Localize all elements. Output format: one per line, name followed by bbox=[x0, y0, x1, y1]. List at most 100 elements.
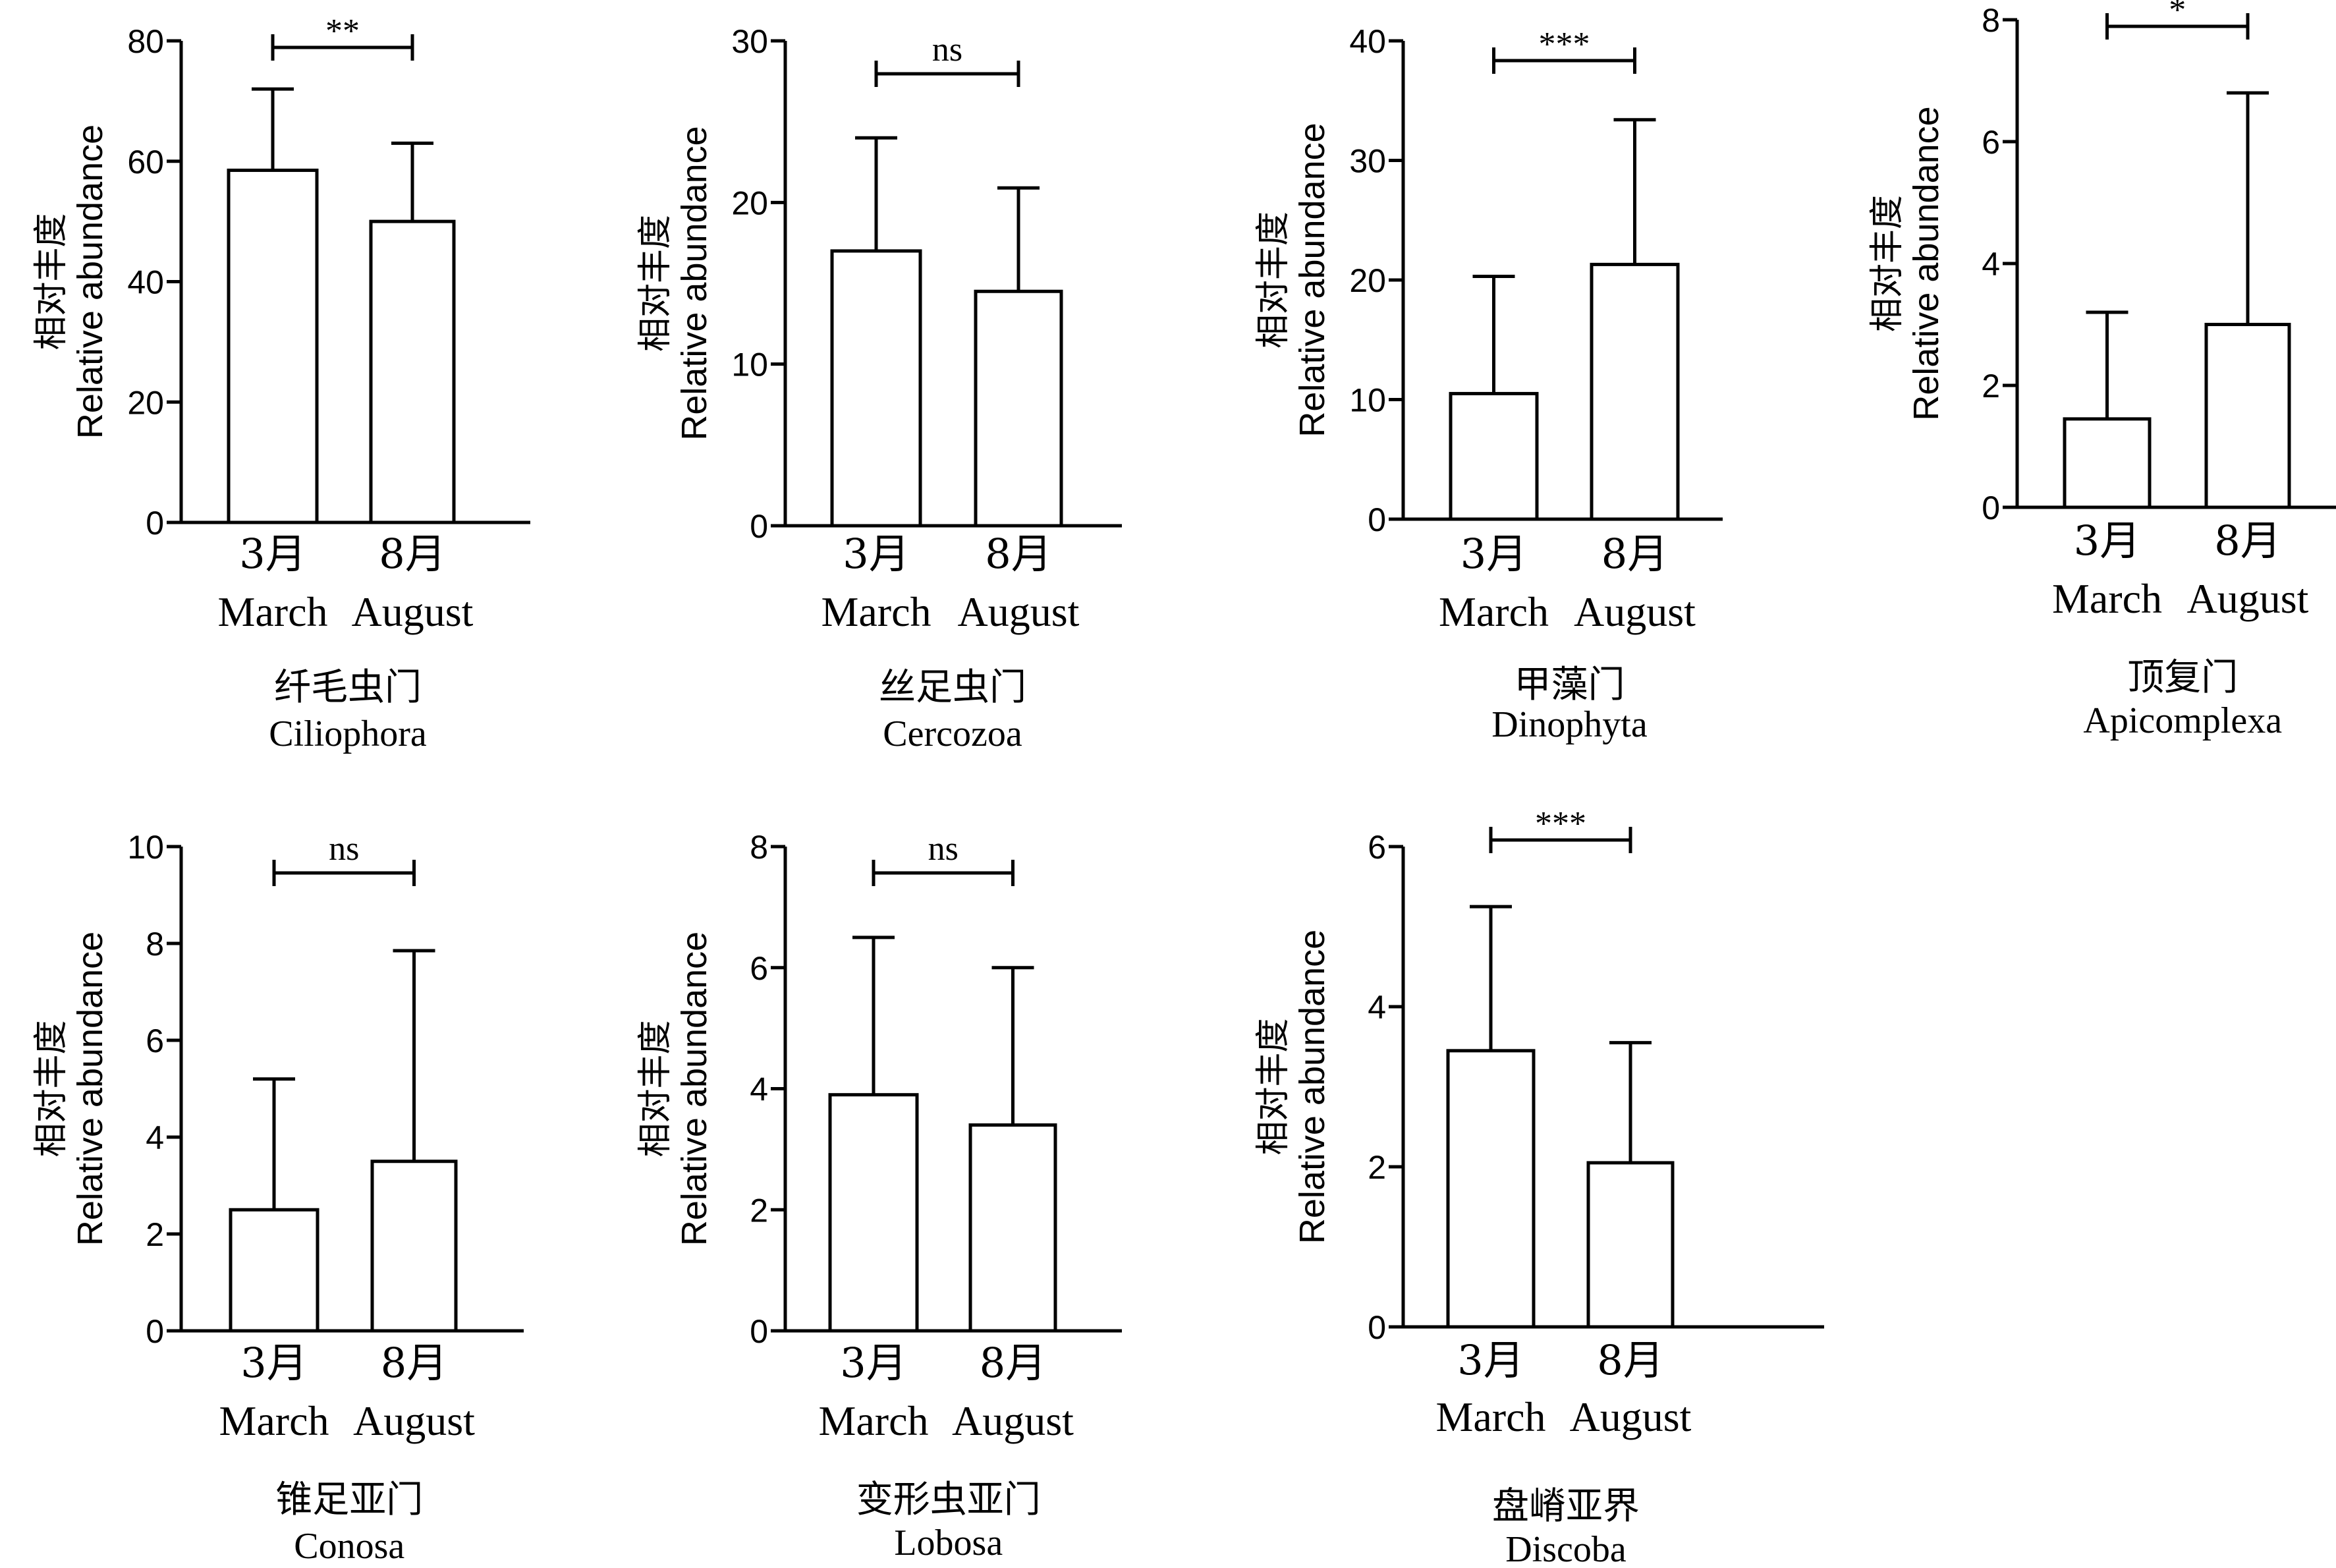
category-label-en: August bbox=[353, 1397, 475, 1444]
y-tick-label: 4 bbox=[1982, 246, 2000, 283]
y-tick-label: 0 bbox=[1368, 501, 1386, 538]
category-label-en: March bbox=[217, 588, 327, 635]
significance-label: *** bbox=[1539, 26, 1590, 63]
y-tick-label: 0 bbox=[750, 1313, 768, 1350]
significance-label: ** bbox=[325, 13, 360, 50]
category-label-zh: 8月 bbox=[985, 530, 1051, 578]
chart-title-zh: 甲藻门 bbox=[1515, 663, 1625, 706]
category-label-en: March bbox=[1435, 1393, 1545, 1440]
category-label-en: August bbox=[352, 588, 474, 635]
y-tick-label: 2 bbox=[146, 1216, 164, 1253]
chart-title-zh: 丝足虫门 bbox=[879, 666, 1026, 709]
chart-title-en: Conosa bbox=[294, 1526, 404, 1565]
y-tick-label: 40 bbox=[127, 264, 164, 301]
y-tick-label: 80 bbox=[127, 23, 164, 60]
y-axis-label-zh: 相对丰度 bbox=[636, 1020, 675, 1157]
y-tick-label: 4 bbox=[146, 1119, 164, 1156]
y-tick-label: 10 bbox=[127, 829, 164, 866]
category-label-en: August bbox=[952, 1397, 1074, 1444]
bar bbox=[369, 219, 456, 524]
bar bbox=[828, 1093, 919, 1333]
category-label-zh: 8月 bbox=[2214, 517, 2281, 565]
y-tick-label: 4 bbox=[1368, 989, 1386, 1026]
category-label-en: March bbox=[818, 1397, 928, 1444]
y-tick-label: 6 bbox=[1368, 829, 1386, 866]
y-tick-label: 2 bbox=[1368, 1149, 1386, 1186]
category-label-en: March bbox=[821, 588, 931, 635]
y-tick-label: 0 bbox=[1982, 490, 2000, 526]
y-tick-label: 20 bbox=[127, 384, 164, 421]
y-tick-label: 10 bbox=[1349, 382, 1386, 419]
chart-title-zh: 盘嵴亚界 bbox=[1492, 1485, 1640, 1528]
y-axis-label-en: Relative abundance bbox=[1906, 106, 1946, 420]
bar bbox=[830, 249, 922, 528]
y-tick-label: 30 bbox=[731, 23, 768, 60]
category-label-en: August bbox=[1570, 1393, 1692, 1440]
category-label-zh: 3月 bbox=[1457, 1336, 1524, 1384]
y-axis-label-en: Relative abundance bbox=[1293, 123, 1332, 437]
category-label-en: August bbox=[958, 588, 1080, 635]
y-tick-label: 2 bbox=[750, 1192, 768, 1229]
chart-title-zh: 纤毛虫门 bbox=[274, 666, 422, 709]
category-label-zh: 3月 bbox=[240, 1339, 307, 1387]
category-label-zh: 8月 bbox=[980, 1339, 1046, 1387]
y-tick-label: 6 bbox=[1982, 124, 2000, 161]
category-label-zh: 3月 bbox=[843, 530, 909, 578]
y-tick-label: 6 bbox=[146, 1022, 164, 1059]
chart-panel: 0 2 4 6 3月 March 8月 August *** 相对丰度 Relative abund… bbox=[1254, 805, 1824, 1568]
bar bbox=[227, 168, 319, 524]
bar bbox=[1446, 1049, 1536, 1329]
y-tick-label: 40 bbox=[1349, 23, 1386, 60]
y-tick-label: 8 bbox=[146, 926, 164, 963]
chart-panel: 0 2 4 6 8 10 3月 March 8月 August ns 相对丰度 Relative abu… bbox=[32, 829, 524, 1567]
significance-label: ns bbox=[329, 830, 359, 868]
category-label-zh: 3月 bbox=[1460, 530, 1527, 578]
y-tick-label: 0 bbox=[146, 505, 164, 542]
y-axis-label-zh: 相对丰度 bbox=[32, 213, 71, 350]
bar bbox=[1590, 262, 1680, 521]
chart-panel: 0 2 4 6 8 3月 March 8月 August ns 相对丰度 Relative abund… bbox=[636, 829, 1122, 1563]
significance-label: * bbox=[2169, 0, 2186, 29]
category-label-zh: 3月 bbox=[840, 1339, 906, 1387]
category-label-zh: 3月 bbox=[2074, 517, 2140, 565]
chart-title-zh: 锥足亚门 bbox=[275, 1478, 423, 1521]
significance-label: *** bbox=[1535, 805, 1586, 843]
bar bbox=[1449, 391, 1539, 521]
y-tick-label: 8 bbox=[1982, 2, 2000, 39]
y-tick-label: 8 bbox=[750, 829, 768, 866]
chart-panel: 0 10 20 30 3月 March 8月 August ns 相对丰度 Relative abu… bbox=[636, 23, 1122, 754]
y-tick-label: 60 bbox=[127, 144, 164, 181]
bar bbox=[2063, 417, 2152, 509]
y-tick-label: 0 bbox=[146, 1313, 164, 1350]
bar bbox=[229, 1208, 320, 1333]
chart-title-en: Discoba bbox=[1505, 1529, 1627, 1565]
category-label-zh: 3月 bbox=[239, 530, 306, 578]
y-axis-label-en: Relative abundance bbox=[1293, 930, 1332, 1244]
bar bbox=[1586, 1161, 1675, 1329]
y-axis-label-zh: 相对丰度 bbox=[1254, 211, 1293, 349]
chart-panel: 0 2 4 6 8 3月 March 8月 August * 相对丰度 Relative abunda… bbox=[1868, 0, 2336, 741]
significance-label: ns bbox=[928, 830, 959, 868]
y-tick-label: 30 bbox=[1349, 143, 1386, 180]
y-axis-label-zh: 相对丰度 bbox=[1254, 1018, 1293, 1155]
chart-title-en: Dinophyta bbox=[1491, 704, 1648, 745]
chart-title-en: Cercozoa bbox=[883, 714, 1022, 754]
category-label-en: August bbox=[1574, 588, 1696, 635]
y-axis-label-en: Relative abundance bbox=[70, 932, 110, 1246]
y-tick-label: 20 bbox=[1349, 262, 1386, 299]
chart-panel: 0 20 40 60 80 3月 March 8月 August ** 相对丰度 Relative a… bbox=[32, 13, 530, 754]
bar bbox=[968, 1123, 1057, 1333]
chart-title-en: Apicomplexa bbox=[2083, 700, 2282, 741]
chart-title-en: Ciliophora bbox=[269, 714, 427, 754]
y-tick-label: 4 bbox=[750, 1071, 768, 1108]
y-tick-label: 10 bbox=[731, 347, 768, 383]
category-label-zh: 8月 bbox=[381, 1339, 447, 1387]
y-tick-label: 0 bbox=[1368, 1309, 1386, 1346]
category-label-en: March bbox=[2052, 575, 2162, 622]
y-axis-label-en: Relative abundance bbox=[675, 932, 714, 1246]
y-axis-label-en: Relative abundance bbox=[675, 126, 714, 440]
category-label-en: March bbox=[1439, 588, 1549, 635]
chart-panel: 0 10 20 30 40 3月 March 8月 August *** 相对丰度 Relative … bbox=[1254, 23, 1723, 745]
